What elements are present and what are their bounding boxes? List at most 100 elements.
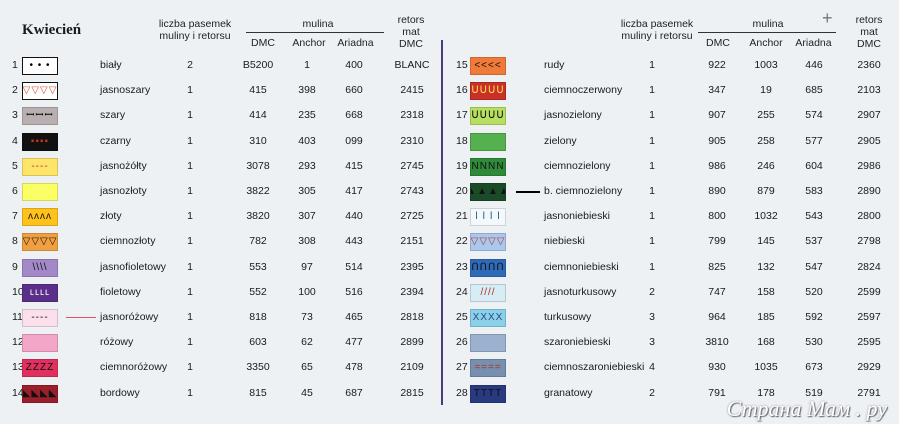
anchor-value: 398: [298, 84, 316, 97]
anchor-value: 65: [301, 361, 313, 374]
table-row: 18 zielony 1 905 258 577 2905: [444, 130, 899, 154]
header-retors-right: retors mat DMC: [855, 14, 883, 50]
anchor-value: 132: [757, 260, 775, 273]
table-row: 20▲▲▲▲ b. ciemnozielony 1 890 879 583 2890: [444, 180, 899, 204]
color-swatch-icon: <<<<: [470, 57, 506, 75]
strand-count: 1: [187, 336, 193, 349]
color-swatch-icon: NNNN: [470, 157, 506, 176]
color-name: niebieski: [544, 235, 585, 248]
row-number: 20: [456, 185, 468, 197]
row-number: 12: [12, 336, 24, 349]
column-divider: [441, 40, 443, 405]
ariadna-value: 099: [345, 134, 363, 147]
registration-mark-icon: +: [822, 8, 833, 28]
retors-value: 2595: [857, 336, 881, 349]
anchor-value: 307: [298, 210, 316, 223]
dmc-value: 818: [249, 311, 267, 323]
ariadna-value: 530: [805, 336, 823, 349]
retors-value: 2151: [400, 235, 424, 248]
row-number: 11: [12, 311, 23, 323]
dmc-value: 905: [708, 134, 726, 147]
color-swatch-icon: ՈՈՈՈ: [470, 258, 506, 277]
strand-count: 1: [187, 159, 193, 172]
table-row: 28 TTTT granatowy 2 791 178 519 2791: [444, 382, 899, 406]
table-row: 17 ᑌᑌᑌᑌ jasnozielony 1 907 255 574 2907: [444, 104, 899, 128]
strand-count: 1: [649, 84, 655, 97]
dmc-value: 3820: [246, 210, 270, 223]
color-name: granatowy: [544, 386, 593, 399]
dmc-value: 890: [708, 185, 726, 197]
color-name: jasnoróżowy: [100, 311, 159, 323]
strand-count: 1: [187, 185, 193, 197]
ariadna-value: 577: [805, 134, 823, 147]
color-name: bordowy: [100, 386, 140, 399]
retors-value: 2818: [400, 311, 424, 323]
table-row: 10 ʟʟʟʟ fioletowy 1 552 100 516 2394: [0, 281, 440, 305]
ariadna-value: 543: [805, 210, 823, 223]
retors-value: 2394: [400, 285, 424, 298]
ariadna-value: 685: [805, 84, 823, 97]
color-name: jasnoniebieski: [544, 210, 610, 223]
color-name: jasnoturkusowy: [544, 285, 617, 298]
ariadna-value: 604: [805, 159, 823, 172]
row-number: 17: [456, 109, 468, 122]
header-mulina: mulina: [302, 18, 334, 30]
color-swatch-icon: ◣◣◣◣: [22, 384, 58, 403]
anchor-value: 1032: [754, 210, 778, 223]
color-swatch-icon: [22, 183, 58, 201]
color-swatch-icon: [22, 334, 58, 353]
ariadna-value: 516: [345, 285, 363, 298]
dmc-value: 791: [708, 386, 726, 399]
dmc-value: B5200: [242, 59, 274, 71]
table-row: 3 ꟷꟷꟷ szary 1 414 235 668 2318: [0, 104, 440, 128]
anchor-value: 246: [757, 159, 775, 172]
strand-count: 1: [187, 134, 193, 147]
dmc-value: 907: [708, 109, 726, 122]
ariadna-value: 477: [345, 336, 363, 349]
retors-value: 2360: [857, 59, 881, 71]
anchor-value: 293: [298, 159, 316, 172]
row-number: 6: [12, 185, 18, 197]
retors-value: 2890: [857, 185, 881, 197]
dmc-value: 799: [708, 235, 726, 248]
anchor-value: 255: [757, 109, 775, 122]
table-row: 9 \\\\ jasnofioletowy 1 553 97 514 2395: [0, 256, 440, 280]
retors-value: 2791: [857, 386, 881, 399]
color-swatch-icon: XXXX: [470, 309, 506, 327]
color-name: złoty: [100, 210, 122, 223]
strand-count: 1: [649, 109, 655, 122]
table-row: 27 ==== ciemnoszaroniebieski 4 930 1035 673 292…: [444, 356, 899, 380]
color-swatch-icon: ----: [22, 309, 58, 327]
row-number: 2: [12, 84, 18, 97]
dmc-value: 747: [708, 285, 726, 298]
retors-value: 2318: [400, 109, 424, 122]
ariadna-value: 537: [805, 235, 823, 248]
ariadna-value: 478: [345, 361, 363, 374]
anchor-value: 308: [298, 235, 316, 248]
retors-value: 2415: [400, 84, 424, 97]
strand-count: 1: [187, 260, 193, 273]
strand-count: 1: [649, 159, 655, 172]
color-name: różowy: [100, 336, 134, 349]
ariadna-value: 520: [805, 285, 823, 298]
header-mulina-line: [246, 32, 384, 33]
dmc-value: 825: [708, 260, 726, 273]
anchor-value: 73: [301, 311, 313, 323]
retors-value: 2743: [400, 185, 424, 197]
color-name: jasnofioletowy: [100, 260, 166, 273]
header-retors: retors mat DMC: [397, 14, 425, 50]
strand-count: 2: [187, 59, 193, 71]
dmc-value: 603: [249, 336, 267, 349]
retors-value: 2599: [857, 285, 881, 298]
strand-count: 1: [649, 210, 655, 223]
row-number: 21: [456, 210, 468, 223]
dmc-value: 922: [708, 59, 726, 71]
anchor-value: 62: [301, 336, 313, 349]
strand-count: 2: [649, 386, 655, 399]
row-number: 24: [456, 285, 468, 298]
strand-count: 1: [649, 185, 655, 197]
strand-count: 3: [649, 336, 655, 349]
header-anchor-right: Anchor: [749, 37, 783, 49]
anchor-value: 258: [757, 134, 775, 147]
color-name: jasnoszary: [100, 84, 151, 97]
